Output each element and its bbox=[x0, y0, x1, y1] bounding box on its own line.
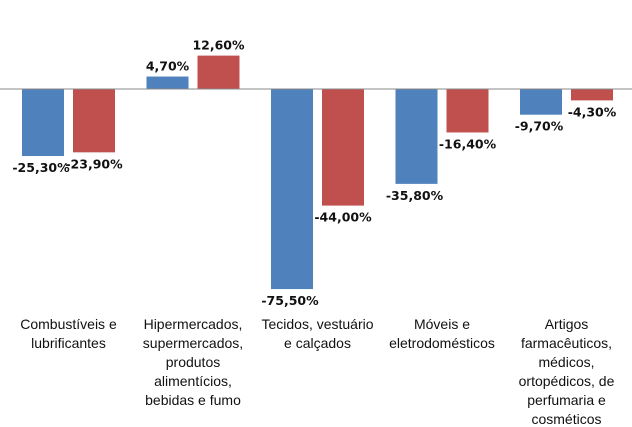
data-label: 12,60% bbox=[192, 38, 245, 53]
bar-blue-4 bbox=[520, 89, 562, 115]
bar-red-1 bbox=[197, 55, 240, 89]
category-label: cosméticos bbox=[531, 411, 601, 427]
data-label: 4,70% bbox=[146, 59, 190, 74]
category-label: supermercados, bbox=[143, 335, 243, 351]
bar-red-4 bbox=[571, 89, 613, 101]
data-label: -25,30% bbox=[12, 160, 70, 175]
bar-blue-3 bbox=[395, 89, 438, 184]
category-label: alimentícios, bbox=[154, 373, 232, 389]
data-label: -44,00% bbox=[314, 210, 372, 225]
category-label: Artigos bbox=[545, 316, 589, 332]
category-label: médicos, bbox=[538, 354, 594, 370]
category-label: produtos bbox=[166, 354, 220, 370]
bar-red-3 bbox=[446, 89, 489, 133]
bar-red-0 bbox=[73, 89, 115, 153]
data-label: -35,80% bbox=[386, 188, 444, 203]
bar-blue-2 bbox=[271, 89, 313, 290]
category-label: eletrodomésticos bbox=[389, 335, 495, 351]
bar-blue-0 bbox=[22, 89, 64, 157]
data-label: -16,40% bbox=[439, 136, 497, 151]
data-label: -23,90% bbox=[65, 156, 123, 171]
category-label: lubrificantes bbox=[31, 335, 106, 351]
category-label: farmacêuticos, bbox=[521, 335, 612, 351]
category-label: ortopédicos, de bbox=[519, 373, 615, 389]
bar-blue-1 bbox=[146, 76, 189, 89]
category-label: bebidas e fumo bbox=[145, 392, 241, 408]
bar-red-2 bbox=[322, 89, 364, 206]
data-label: -9,70% bbox=[515, 119, 564, 134]
data-label: -75,50% bbox=[261, 293, 319, 308]
category-label: perfumaria e bbox=[527, 392, 606, 408]
category-label: e calçados bbox=[284, 335, 351, 351]
category-label: Combustíveis e bbox=[20, 316, 117, 332]
category-label: Tecidos, vestuário bbox=[261, 316, 373, 332]
category-label: Móveis e bbox=[414, 316, 470, 332]
data-label: -4,30% bbox=[568, 104, 617, 119]
category-label: Hipermercados, bbox=[144, 316, 243, 332]
